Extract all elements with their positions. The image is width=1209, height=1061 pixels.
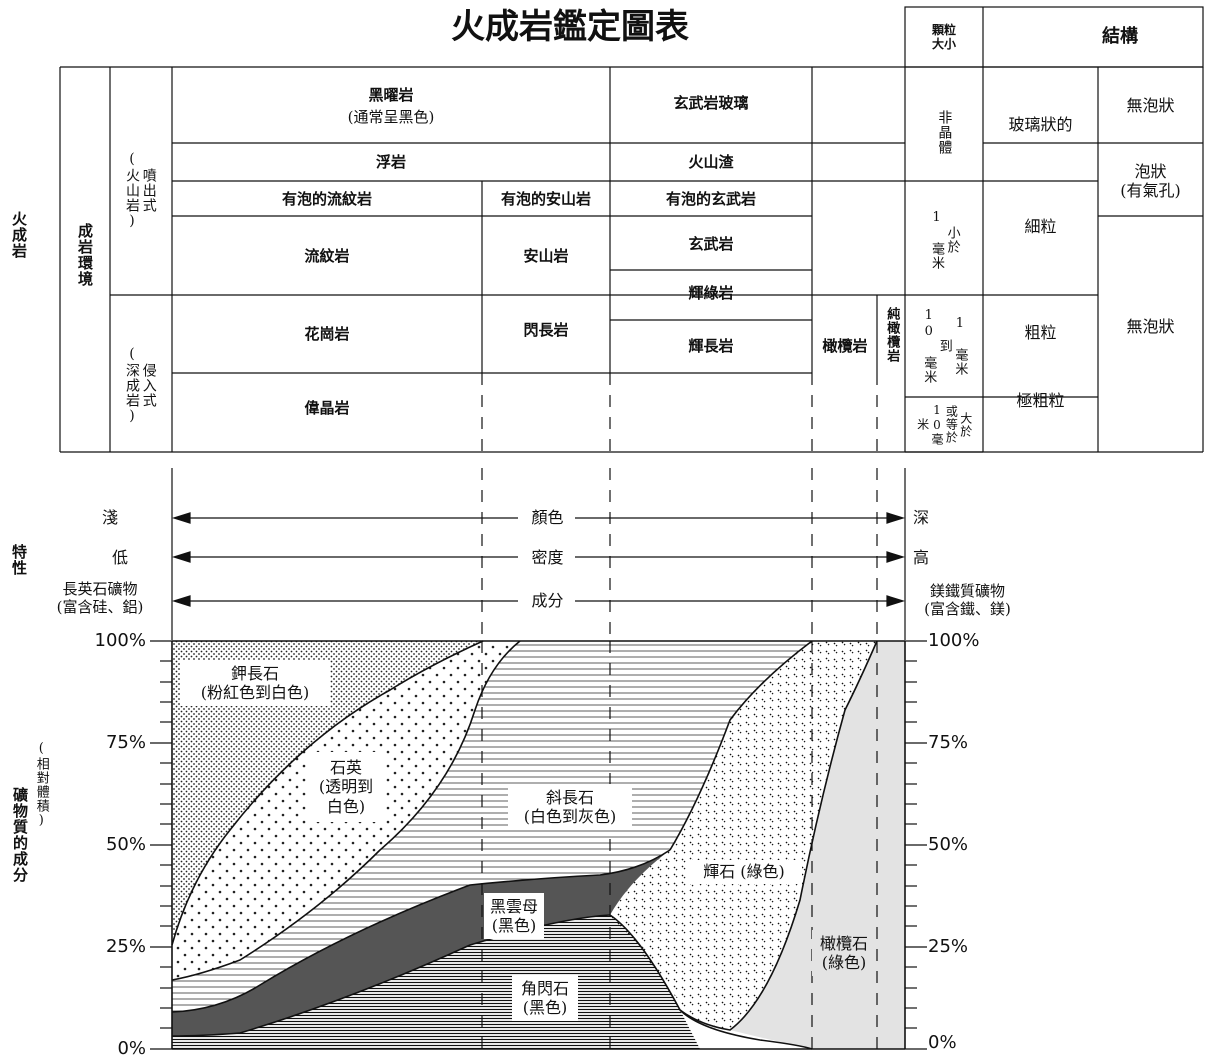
properties-label: 特性 <box>10 544 28 576</box>
rock-obsidian: 黑曜岩 <box>368 86 414 104</box>
mineral-plagioclase: 斜長石 (白色到灰色) <box>508 784 632 830</box>
rock-pegmatite: 偉晶岩 <box>304 399 350 417</box>
density-label: 密度 <box>520 545 575 571</box>
tick-left-75: 75% <box>105 732 146 754</box>
rock-scoria: 火山渣 <box>688 153 734 171</box>
composition-label: 成分 <box>520 588 575 614</box>
grain-lt1mm: 小於 1 毫米 <box>929 210 960 270</box>
color-label: 顏色 <box>520 505 575 531</box>
mineral-chart <box>150 640 927 1050</box>
tick-right-0: 0% <box>928 1032 957 1054</box>
rock-peridotite: 橄欖岩 <box>822 337 868 355</box>
texture-glassy: 玻璃狀的 <box>1008 115 1073 135</box>
page-title: 火成岩鑑定圖表 <box>451 6 689 47</box>
rock-basalt-glass: 玄武岩玻璃 <box>673 94 749 112</box>
density-high: 高 <box>913 548 930 567</box>
density-low: 低 <box>111 548 128 568</box>
texture-nonvesicular-top: 無泡狀 <box>1126 96 1175 116</box>
mineral-composition-label: 礦物質的成分 <box>11 787 29 883</box>
tick-right-100: 100% <box>928 630 980 652</box>
rock-basalt: 玄武岩 <box>688 235 734 253</box>
tick-right-75: 75% <box>928 732 969 754</box>
igneous-label: 火成岩 <box>10 211 28 259</box>
rock-pumice: 浮岩 <box>375 153 406 171</box>
texture-nonvesicular-bottom: 無泡狀 <box>1126 317 1175 337</box>
mineral-amphibole: 角閃石 (黑色) <box>512 975 578 1021</box>
extrusive-label: 噴出式 (火山岩) <box>124 150 157 230</box>
rock-diorite: 閃長岩 <box>523 321 569 339</box>
mineral-biotite: 黑雲母 (黑色) <box>484 893 544 939</box>
rock-vesicular-rhyolite: 有泡的流紋岩 <box>281 190 372 208</box>
mineral-pyroxene: 輝石 (綠色) <box>686 860 802 884</box>
mineral-composition-sub: (相對體積) <box>33 741 49 829</box>
felsic-minerals: 長英石礦物 (富含硅、鋁) <box>56 580 144 616</box>
tick-right-50: 50% <box>928 834 969 856</box>
color-dark: 深 <box>913 508 930 527</box>
rock-vesicular-basalt: 有泡的玄武岩 <box>665 190 756 208</box>
properties-lines <box>171 468 906 640</box>
header-texture: 結構 <box>1102 26 1138 48</box>
rock-diabase: 輝綠岩 <box>688 284 734 302</box>
color-light: 淺 <box>101 508 118 528</box>
tick-left-0: 0% <box>117 1038 146 1060</box>
table-grid <box>59 6 1204 453</box>
mafic-minerals: 鎂鐵質礦物 (富含鐵、鎂) <box>924 582 1011 618</box>
environment-label: 成岩環境 <box>76 223 94 287</box>
rock-andesite: 安山岩 <box>523 247 569 265</box>
grain-noncrystalline: 非晶體 <box>936 109 953 155</box>
grain-ge10mm: 大於 或等於 10毫米 <box>915 403 973 446</box>
grain-1to10mm: 1 毫米 到 10 毫米 <box>921 308 968 384</box>
intrusive-label: 侵入式 (深成岩) <box>124 345 157 425</box>
mineral-kfeldspar: 鉀長石 (粉紅色到白色) <box>180 660 330 706</box>
rock-rhyolite: 流紋岩 <box>304 247 350 265</box>
header-grain-size: 顆粒 大小 <box>931 22 956 51</box>
texture-very-coarse: 極粗粒 <box>1016 391 1065 411</box>
rock-granite: 花崗岩 <box>304 325 350 343</box>
mineral-quartz: 石英 (透明到 白色) <box>306 752 386 822</box>
rock-gabbro: 輝長岩 <box>688 337 734 355</box>
rock-dunite: 純橄欖岩 <box>884 307 900 363</box>
rock-vesicular-andesite: 有泡的安山岩 <box>500 190 591 208</box>
texture-vesicular: 泡狀 (有氣孔) <box>1120 161 1181 200</box>
tick-right-25: 25% <box>928 936 969 958</box>
mineral-olivine: 橄欖石 (綠色) <box>812 930 876 976</box>
tick-left-100: 100% <box>94 630 146 652</box>
texture-fine: 細粒 <box>1024 217 1057 237</box>
tick-left-50: 50% <box>105 834 146 856</box>
texture-coarse: 粗粒 <box>1024 323 1057 343</box>
tick-left-25: 25% <box>105 936 146 958</box>
rock-obsidian-note: (通常呈黑色) <box>347 108 435 126</box>
